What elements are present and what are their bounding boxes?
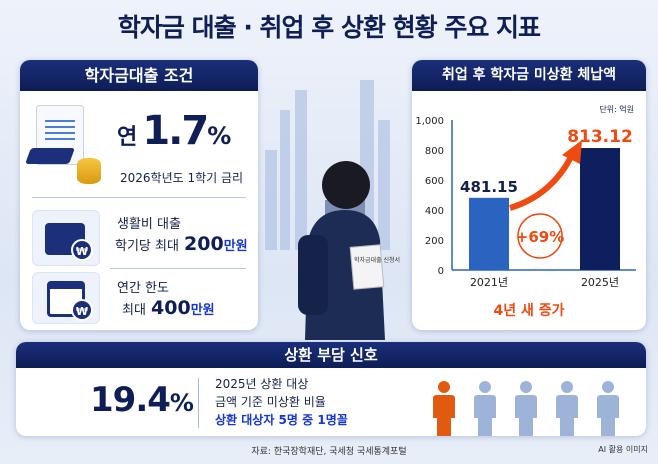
arrears-bar-chart: 0 200 400 600 800 1,000 481.15 2021년 813.12 2025년… bbox=[415, 116, 636, 289]
source-note: 자료: 한국장학재단, 국세청 국세통계포털 bbox=[251, 447, 407, 457]
person-icon bbox=[471, 380, 499, 436]
growth-arrowhead bbox=[562, 140, 582, 164]
chart-caption: 4년 새 증가 bbox=[493, 303, 565, 319]
arrears-panel: 취업 후 학자금 미상환 체납액 단위: 억원 0 200 400 600 800 1,0… bbox=[412, 60, 646, 330]
rate-caption: 2026학년도 1학기 금리 bbox=[120, 171, 244, 185]
people-icons bbox=[430, 380, 622, 436]
repayment-panel: 상환 부담 신호 19.4% 2025년 상환 대상 금액 기준 미상환 비율 … bbox=[16, 342, 646, 436]
page-title: 학자금 대출 · 취업 후 상환 현황 주요 지표 bbox=[117, 13, 541, 42]
graduation-cap-icon bbox=[25, 148, 75, 164]
person-icon bbox=[512, 380, 540, 436]
student-illustration: 학자금대출 신청서 bbox=[260, 50, 410, 340]
x-tick-label: 2025년 bbox=[581, 276, 619, 289]
bar-2021년 bbox=[469, 197, 509, 270]
y-tick-label: 1,000 bbox=[415, 116, 444, 127]
divider bbox=[110, 268, 246, 269]
living-loan-amount: 학기당 최대 200만원 bbox=[115, 233, 248, 255]
y-tick-label: 800 bbox=[425, 146, 444, 157]
person-icon bbox=[553, 380, 581, 436]
living-loan-label: 생활비 대출 bbox=[117, 217, 181, 232]
annual-limit-label: 연간 한도 bbox=[117, 281, 169, 296]
coin-stack-icon bbox=[77, 158, 101, 184]
divider bbox=[32, 197, 246, 198]
bar-2025년 bbox=[580, 148, 620, 270]
loan-conditions-header: 학자금대출 조건 bbox=[20, 60, 258, 91]
interest-rate: 연 1.7% bbox=[117, 108, 232, 154]
annual-limit-amount: 최대 400만원 bbox=[122, 297, 215, 319]
growth-arrow bbox=[509, 153, 575, 211]
x-tick-label: 2021년 bbox=[470, 276, 508, 289]
arrears-header: 취업 후 학자금 미상환 체납액 bbox=[412, 60, 646, 91]
growth-badge-circle bbox=[517, 213, 563, 259]
unit-label: 단위: 억원 bbox=[599, 105, 634, 114]
unpaid-ratio: 19.4% bbox=[90, 380, 194, 420]
wallet-icon: ₩ bbox=[32, 210, 100, 266]
repayment-header: 상환 부담 신호 bbox=[16, 342, 646, 368]
loan-conditions-panel: 학자금대출 조건 연 1.7% 2026학년도 1학기 금리 ₩ 생활비 대출 … bbox=[20, 60, 258, 330]
y-tick-label: 200 bbox=[425, 236, 444, 247]
divider bbox=[198, 378, 199, 428]
value-label: 813.12 bbox=[567, 127, 633, 147]
value-label: 481.15 bbox=[460, 178, 518, 196]
y-tick-label: 400 bbox=[425, 206, 444, 217]
document-text: 학자금대출 신청서 bbox=[354, 256, 400, 264]
calendar-icon: ₩ bbox=[32, 272, 100, 324]
repayment-description: 2025년 상환 대상 금액 기준 미상환 비율 상환 대상자 5명 중 1명꼴 bbox=[215, 377, 348, 427]
person-icon bbox=[594, 380, 622, 436]
growth-badge: +69% bbox=[516, 228, 564, 246]
person-icon bbox=[430, 380, 458, 436]
y-tick-label: 600 bbox=[425, 176, 444, 187]
ai-image-note: AI 활용 이미지 bbox=[598, 445, 648, 454]
y-tick-label: 0 bbox=[438, 266, 444, 277]
